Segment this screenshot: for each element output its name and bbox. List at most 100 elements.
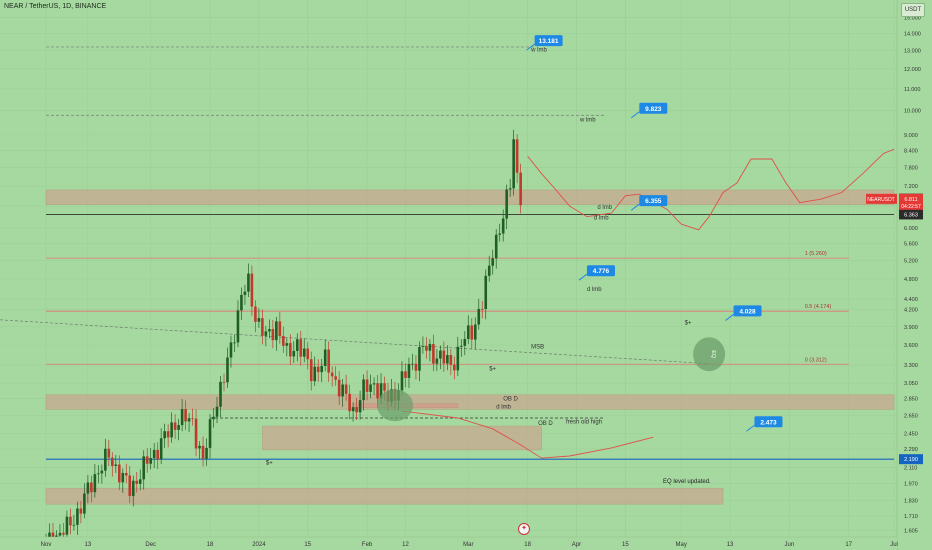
x-tick-label: Jun — [785, 542, 795, 548]
candle-body — [247, 273, 250, 292]
candle-body — [323, 349, 327, 366]
callout-label: 4.776 — [593, 268, 610, 275]
candle-body — [491, 258, 495, 266]
price-tag-label: 2.190 — [904, 457, 918, 463]
candle-body — [453, 364, 456, 371]
candle-body — [243, 291, 247, 295]
fib-level-label: 0 (3.312) — [805, 357, 827, 363]
x-tick-label: Nov — [41, 542, 52, 548]
currency-button[interactable]: USDT — [901, 3, 925, 17]
candle-body — [104, 448, 107, 471]
candle-body — [365, 379, 369, 392]
candle-body — [90, 482, 93, 493]
candle-body — [236, 310, 240, 343]
last-price-tag — [899, 193, 923, 210]
candle-body — [404, 371, 407, 378]
annotation-label: d lmb — [597, 205, 612, 211]
y-tick-label: 9.000 — [904, 133, 918, 139]
candle-body — [145, 456, 149, 464]
candle-body — [463, 338, 467, 346]
x-tick-label: 15 — [304, 542, 311, 548]
annotation-label: $+ — [266, 460, 273, 466]
candle-body — [149, 458, 152, 464]
y-tick-label: 2.110 — [904, 466, 917, 472]
candle-body — [327, 349, 330, 373]
candle-body — [208, 419, 212, 448]
countdown-label: 04:22:57 — [901, 204, 921, 210]
candle-body — [131, 480, 135, 496]
candle-body — [484, 275, 488, 309]
candle-body — [156, 449, 159, 460]
price-tag — [899, 209, 923, 220]
y-tick-label: 2.450 — [904, 431, 918, 437]
candle-body — [124, 472, 128, 476]
candle-body — [159, 438, 163, 460]
callout-box — [754, 416, 783, 428]
candle-body — [376, 383, 379, 399]
candle-body — [240, 294, 243, 311]
candle-body — [411, 363, 414, 365]
candle-body — [505, 189, 508, 219]
candle-body — [487, 265, 491, 276]
candle-body — [473, 324, 477, 340]
callout-pointer — [725, 314, 734, 321]
supply-demand-zone — [45, 394, 895, 410]
candle-body — [435, 358, 439, 364]
callout-label: 4.028 — [739, 308, 756, 315]
candle-body — [313, 366, 317, 382]
candle-body — [316, 366, 320, 373]
annotation-label: w lmb — [530, 47, 547, 53]
candle-body — [460, 345, 463, 347]
candle-body — [205, 447, 208, 459]
supply-demand-zone — [45, 189, 895, 205]
candle-body — [93, 474, 97, 493]
y-tick-label: 1.605 — [904, 528, 918, 534]
x-tick-label: 2024 — [252, 542, 266, 548]
x-tick-label: May — [676, 542, 687, 548]
candle-body — [163, 431, 166, 439]
price-tag — [899, 454, 923, 465]
callout-box — [733, 305, 762, 317]
candle-body — [372, 383, 376, 385]
candle-body — [449, 355, 453, 365]
symbol-title: NEAR / TetherUS, 1D, BINANCE — [4, 3, 107, 10]
candle-body — [166, 431, 170, 438]
candle-body — [191, 418, 194, 420]
candle-body — [470, 325, 474, 340]
candle-body — [173, 422, 177, 430]
y-tick-label: 2.850 — [904, 397, 918, 403]
candle-body — [320, 365, 324, 373]
candle-body — [250, 273, 254, 307]
candle-body — [428, 343, 432, 351]
x-tick-label: 18 — [207, 542, 214, 548]
candle-body — [177, 425, 180, 430]
tradingview-logo-icon[interactable]: ✦ — [518, 523, 530, 535]
y-tick-label: 1.830 — [904, 498, 918, 504]
candle-body — [295, 339, 299, 351]
candle-body — [446, 355, 449, 364]
y-tick-label: 2.290 — [904, 447, 918, 453]
candle-body — [261, 318, 264, 336]
callout-box — [639, 195, 668, 207]
candle-body — [271, 329, 275, 341]
candle-body — [519, 172, 522, 206]
highlight-ellipse — [377, 389, 413, 422]
y-tick-label: 5.600 — [904, 242, 918, 248]
candle-body — [480, 308, 484, 310]
y-tick-label: 2.650 — [904, 413, 918, 419]
y-tick-label: 7.800 — [904, 166, 918, 172]
candle-body — [180, 409, 184, 426]
candle-body — [278, 321, 282, 337]
candle-body — [400, 371, 404, 391]
candle-body — [254, 306, 257, 322]
candle-body — [515, 139, 519, 173]
candle-body — [494, 234, 498, 259]
candle-body — [407, 364, 411, 378]
x-tick-label: 17 — [845, 542, 852, 548]
candle-body — [439, 350, 442, 359]
symbol-tag — [866, 193, 897, 204]
y-tick-label: 14.000 — [904, 31, 921, 37]
down-projection-path — [401, 410, 654, 459]
